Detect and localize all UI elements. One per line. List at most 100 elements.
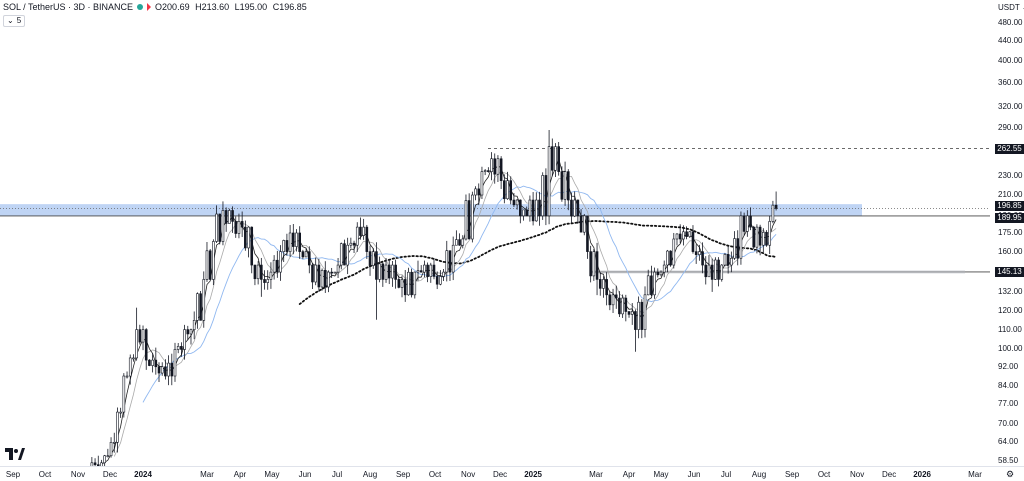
- time-tick-label: Mar: [968, 470, 982, 479]
- candle-body: [528, 199, 532, 217]
- candle-body: [292, 232, 295, 247]
- candle-body: [637, 301, 640, 330]
- candle-body: [413, 271, 417, 296]
- candle-body: [586, 215, 589, 252]
- price-tick-label: 132.00: [998, 286, 1023, 296]
- candle-body: [442, 271, 445, 277]
- price-tick-label: 320.00: [998, 102, 1023, 112]
- candle-body: [333, 271, 337, 274]
- support-zone: [0, 204, 862, 216]
- time-tick-label: Sep: [784, 470, 800, 479]
- candle-body: [173, 349, 177, 377]
- candle-body: [467, 200, 471, 240]
- candle-body: [419, 270, 423, 273]
- candle-body: [742, 215, 746, 232]
- candle-body: [186, 329, 190, 335]
- candle-body: [196, 293, 199, 321]
- candle-body: [643, 294, 647, 330]
- candle-body: [160, 366, 164, 374]
- candle-body: [112, 442, 116, 444]
- candle-body: [573, 199, 576, 217]
- candle-body: [346, 244, 349, 266]
- settings-gear-icon[interactable]: ⚙: [1006, 469, 1015, 479]
- candle-body: [180, 346, 183, 350]
- symbol-legend: SOL / TetherUS · 3D · BINANCE O200.69 H2…: [3, 2, 310, 12]
- chevron-down-icon: ⌄: [7, 16, 14, 25]
- candle-body: [218, 213, 222, 242]
- candle-body: [403, 279, 407, 296]
- candle-body: [595, 251, 599, 280]
- candle-body: [535, 199, 538, 222]
- candle-body: [448, 250, 452, 273]
- candle-body: [119, 411, 122, 414]
- chart-plot-area[interactable]: [0, 0, 990, 466]
- candle-body: [157, 366, 161, 374]
- candle-body: [646, 275, 650, 296]
- time-tick-label: Nov: [849, 470, 865, 479]
- flag-icon[interactable]: [147, 3, 152, 11]
- time-tick-label: 2026: [913, 470, 932, 479]
- time-axis[interactable]: [0, 466, 1024, 481]
- candle-body: [752, 226, 756, 248]
- candle-body: [394, 264, 397, 280]
- candle-body: [154, 359, 158, 368]
- candle-body: [224, 210, 228, 224]
- candle-body: [362, 226, 365, 236]
- candle-body: [253, 264, 257, 280]
- candle-body: [170, 362, 174, 377]
- candle-body: [103, 455, 106, 464]
- time-tick-label: Jul: [331, 470, 343, 479]
- candle-body: [726, 254, 730, 266]
- candle-body: [256, 264, 260, 280]
- candle-body: [336, 264, 340, 273]
- candle-body: [630, 311, 634, 315]
- candle-body: [579, 215, 583, 233]
- time-tick-label: Jul: [720, 470, 732, 479]
- currency-selector[interactable]: USDT ⌄: [998, 3, 1024, 12]
- time-tick-label: 2024: [134, 470, 152, 479]
- candle-body: [435, 276, 439, 285]
- price-label-badge: 262.55: [995, 143, 1024, 154]
- candle-body: [228, 210, 231, 224]
- candle-body: [90, 462, 94, 466]
- candle-body: [653, 271, 656, 296]
- candle-body: [109, 442, 113, 457]
- candle-body: [730, 257, 733, 266]
- ma-50-line: [142, 185, 777, 403]
- indicators-toggle-button[interactable]: ⌄ 5: [3, 15, 26, 27]
- candle-body: [678, 233, 682, 240]
- candle-body: [582, 215, 586, 233]
- candle-body: [771, 204, 775, 222]
- candle-body: [627, 311, 631, 315]
- candle-body: [189, 329, 193, 335]
- candle-body: [458, 239, 461, 246]
- candle-body: [378, 263, 381, 280]
- candle-body: [128, 357, 132, 377]
- price-label-badge: 145.13: [995, 266, 1024, 277]
- candle-body: [774, 204, 778, 209]
- candlestick-chart[interactable]: [0, 0, 990, 466]
- candle-body: [666, 250, 669, 266]
- candle-body: [544, 175, 548, 217]
- candle-body: [151, 359, 154, 366]
- symbol-title[interactable]: SOL / TetherUS · 3D · BINANCE: [3, 2, 134, 12]
- candle-body: [407, 271, 410, 296]
- candle-body: [493, 158, 497, 175]
- close-value: C196.85: [272, 2, 307, 12]
- candle-body: [106, 455, 110, 458]
- candle-body: [570, 199, 573, 217]
- candle-body: [461, 238, 465, 246]
- tradingview-logo-icon[interactable]: [5, 448, 25, 460]
- candle-body: [464, 200, 468, 240]
- candle-body: [330, 271, 333, 274]
- indicator-count: 5: [16, 16, 22, 25]
- candle-body: [490, 158, 493, 172]
- candle-body: [650, 275, 653, 296]
- candle-body: [311, 264, 314, 283]
- price-label-badge: 196.85: [995, 201, 1024, 212]
- candle-body: [608, 294, 612, 306]
- candle-body: [221, 210, 225, 242]
- candle-body: [701, 251, 704, 266]
- candle-body: [234, 221, 238, 234]
- candle-body: [391, 264, 394, 279]
